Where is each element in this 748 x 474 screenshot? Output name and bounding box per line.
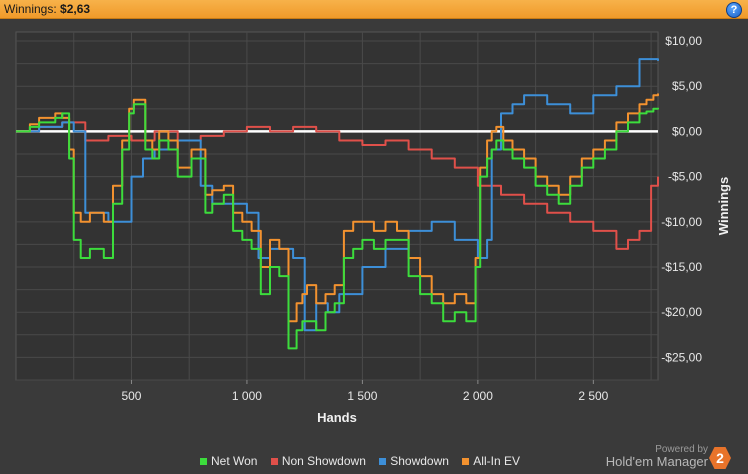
legend-item-all-in-ev[interactable]: All-In EV (462, 454, 520, 468)
winnings-label: Winnings: (4, 2, 57, 16)
x-tick-label: 2 500 (578, 389, 608, 403)
hm-logo-icon: 2 (709, 447, 731, 469)
legend: Net Won Non Showdown Showdown All-In EV (200, 454, 530, 468)
x-axis-label: Hands (317, 410, 357, 425)
product-name: Hold'em Manager (605, 454, 708, 469)
winnings-value: $2,63 (60, 2, 91, 16)
y-tick-group: $10,00 $5,00 $0,00 -$5,00 -$10,00 -$15,00 -$20… (661, 34, 702, 364)
title-bar: Winnings: $2,63 ? (0, 0, 748, 19)
legend-label: All-In EV (473, 454, 520, 468)
y-tick-label: $0,00 (672, 124, 702, 138)
y-tick-label: $10,00 (665, 34, 702, 48)
series-line-non-showdown (16, 121, 659, 250)
powered-by-text: Powered by (655, 444, 708, 455)
series-line-net-won (16, 103, 659, 350)
y-tick-label: -$5,00 (668, 170, 702, 184)
y-tick-label: -$15,00 (661, 260, 702, 274)
legend-label: Non Showdown (281, 454, 366, 468)
legend-item-showdown[interactable]: Showdown (379, 454, 449, 468)
series-group (16, 58, 659, 350)
legend-swatch (270, 458, 278, 466)
series-line-showdown (16, 58, 659, 332)
y-tick-label: -$20,00 (661, 305, 702, 319)
legend-label: Net Won (211, 454, 258, 468)
question-circle-icon[interactable]: ? (726, 2, 742, 18)
y-tick-label: -$10,00 (661, 215, 702, 229)
y-tick-label: $5,00 (672, 79, 702, 93)
x-tick-label: 2 000 (463, 389, 493, 403)
x-tick-label: 500 (121, 389, 141, 403)
legend-swatch (379, 458, 387, 466)
legend-label: Showdown (390, 454, 449, 468)
legend-swatch (462, 458, 470, 466)
legend-item-net-won[interactable]: Net Won (200, 454, 257, 468)
y-axis-label: Winnings (716, 177, 731, 235)
powered-by: Powered by Hold'em Manager (606, 444, 708, 468)
x-tick-group: 500 1 000 1 500 2 000 2 500 (121, 380, 609, 403)
y-tick-label: -$25,00 (661, 350, 702, 364)
winnings-summary: Winnings: $2,63 (4, 2, 90, 16)
x-tick-label: 1 500 (347, 389, 377, 403)
series-line-all-in-ev (16, 93, 659, 323)
x-tick-label: 1 000 (232, 389, 262, 403)
legend-item-non-showdown[interactable]: Non Showdown (270, 454, 366, 468)
legend-swatch (200, 458, 207, 466)
plot-area (15, 31, 659, 381)
